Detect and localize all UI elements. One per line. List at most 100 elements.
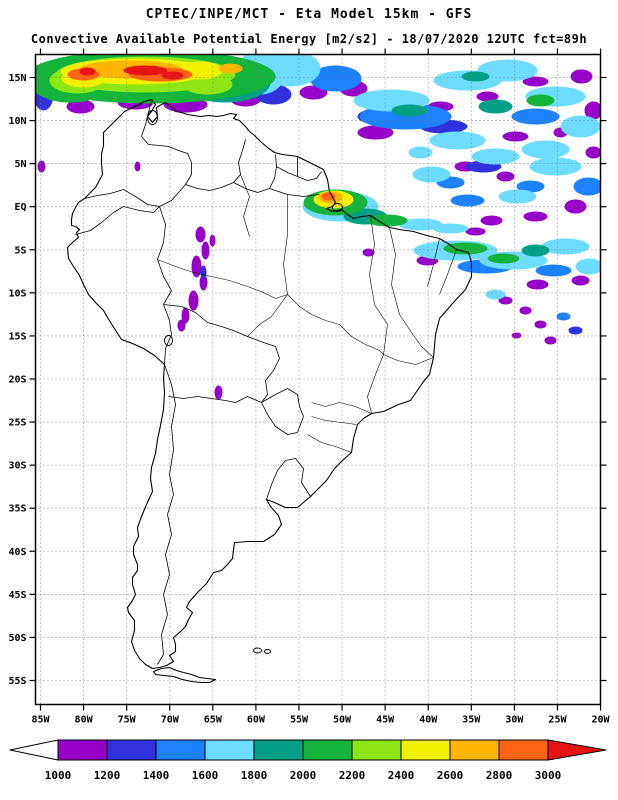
marajo-island <box>332 203 343 212</box>
lat-tick-label: 40S <box>8 547 26 558</box>
cape-blob <box>526 94 555 107</box>
cape-blob <box>480 215 503 226</box>
lat-tick-label: 45S <box>8 590 26 601</box>
lon-tick-label: 65W <box>204 715 223 726</box>
cape-blob <box>568 326 583 335</box>
falkland-islands <box>253 647 262 654</box>
cape-blob <box>526 279 549 290</box>
cape-blob <box>560 115 601 138</box>
cape-blob <box>191 255 202 278</box>
cape-blob <box>134 161 141 172</box>
cape-blob <box>408 146 433 159</box>
colorbar-segment <box>498 739 549 761</box>
state-borders-path <box>157 174 457 453</box>
cape-blob <box>362 248 375 257</box>
cape-blob <box>519 306 532 315</box>
cape-blob <box>511 332 522 339</box>
cape-blob <box>214 385 223 400</box>
colorbar-label: 1600 <box>192 769 219 782</box>
cape-blob <box>398 218 443 231</box>
lon-tick-label: 35W <box>462 715 481 726</box>
tick-layer: 15N 10N 5N EQ 5S 10S 15S 20S 25S 30S 35S 40S 45S 50S 5… <box>8 48 611 726</box>
cape-blob <box>391 104 428 117</box>
lat-tick-label: 50S <box>8 633 26 644</box>
lon-tick-label: 50W <box>333 715 352 726</box>
lat-tick-label: 25S <box>8 418 26 429</box>
lon-tick-label: 55W <box>290 715 309 726</box>
colorbar-segment <box>204 739 255 761</box>
colorbar-label: 1000 <box>45 769 72 782</box>
cape-blob <box>521 244 550 257</box>
lat-tick-label: 35S <box>8 504 26 515</box>
colorbar-label: 1400 <box>143 769 170 782</box>
cape-blob <box>498 296 513 305</box>
colorbar: 1000 1200 1400 1600 1800 2000 2200 2400 2600 2800… <box>9 739 607 782</box>
cape-blob <box>573 177 601 196</box>
colorbar-label: 2200 <box>339 769 366 782</box>
cape-blob <box>511 108 560 125</box>
cape-blob <box>585 146 601 159</box>
cape-blob <box>535 264 572 277</box>
cape-blob <box>571 275 590 286</box>
colorbar-segment <box>449 739 500 761</box>
cape-blob <box>477 59 538 82</box>
cape-blob <box>412 166 451 183</box>
lat-tick-label: 55S <box>8 676 26 687</box>
lat-tick-label: 10N <box>8 116 26 127</box>
cape-map: 15N 10N 5N EQ 5S 10S 15S 20S 25S 30S 35S 40S 45S 50S 5… <box>8 48 611 726</box>
cape-blob <box>182 74 233 95</box>
cape-blob <box>66 99 95 114</box>
cape-blob <box>498 189 537 204</box>
lon-tick-label: 45W <box>376 715 395 726</box>
lat-tick-label: 15N <box>8 73 26 84</box>
lon-tick-label: 85W <box>31 715 50 726</box>
colorbar-label: 1800 <box>241 769 268 782</box>
colorbar-label: 1200 <box>94 769 121 782</box>
cape-blob <box>181 307 190 324</box>
cape-blob <box>478 99 513 114</box>
cape-blob <box>529 157 582 176</box>
lon-tick-label: 60W <box>247 715 266 726</box>
cape-blob <box>465 227 486 236</box>
cape-blob <box>502 131 529 142</box>
cape-blob <box>222 76 259 93</box>
lon-tick-label: 70W <box>161 715 180 726</box>
page-subtitle: Convective Available Potential Energy [m… <box>30 32 588 46</box>
lat-tick-label: 15S <box>8 331 26 342</box>
colorbar-label: 3000 <box>535 769 562 782</box>
colorbar-labels: 1000 1200 1400 1600 1800 2000 2200 2400 2600 2800… <box>45 769 562 782</box>
lon-tick-label: 25W <box>548 715 567 726</box>
cape-blob <box>443 242 488 255</box>
lat-tick-label: 5S <box>14 245 26 256</box>
cape-blob <box>544 336 557 345</box>
lon-tick-label: 40W <box>419 715 438 726</box>
cape-blob <box>367 214 408 227</box>
colorbar-label: 2800 <box>486 769 513 782</box>
cape-blob <box>450 194 485 207</box>
colorbar-label: 2000 <box>290 769 317 782</box>
coastline-path <box>66 98 473 670</box>
colorbar-over-arrow <box>547 739 607 761</box>
cape-blob <box>570 69 593 84</box>
colorbar-segments <box>57 739 549 761</box>
cape-blob <box>309 65 362 92</box>
cape-blob <box>523 211 548 222</box>
cape-blob <box>199 274 208 291</box>
cape-blob <box>188 290 199 311</box>
lat-tick-label: 30S <box>8 461 26 472</box>
falkland-islands-east <box>264 649 271 654</box>
colorbar-under-arrow <box>9 739 59 761</box>
cape-blob <box>556 312 571 321</box>
cape-blob <box>496 171 515 182</box>
cape-blob <box>200 265 207 280</box>
cape-blob <box>177 319 186 332</box>
cape-blob <box>471 148 520 165</box>
lon-tick-label: 80W <box>75 715 94 726</box>
lat-tick-label: EQ <box>14 202 26 213</box>
colorbar-segment <box>253 739 304 761</box>
cape-blob <box>429 131 486 150</box>
cape-blob <box>37 160 46 173</box>
cape-blob <box>123 65 168 76</box>
colorbar-segment <box>155 739 206 761</box>
cape-blob <box>487 253 520 264</box>
